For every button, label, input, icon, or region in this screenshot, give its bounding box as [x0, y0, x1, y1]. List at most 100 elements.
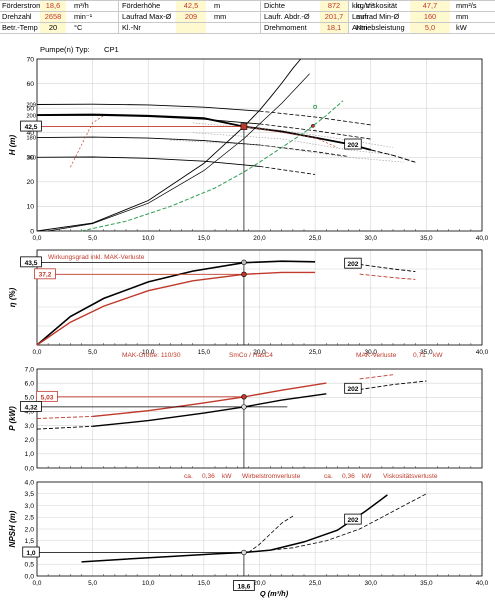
- header-label: Laufrad Min-Ø: [352, 12, 400, 21]
- operating-point: [240, 123, 248, 130]
- y-tick-label: 3,0: [25, 423, 35, 430]
- header-value: 5,0: [410, 22, 450, 33]
- operating-head-label-box: [20, 120, 42, 132]
- header-label: Drehmoment: [264, 23, 307, 32]
- header-table: Förderstrom 18,6 m³/h Förderhöhe 42,5 m Dichte…: [0, 0, 495, 44]
- x-tick-label: 20,0: [253, 349, 266, 356]
- mak-losses-unit: kW: [433, 352, 443, 359]
- x-axis-label: Q (m³/h): [260, 589, 289, 598]
- header-unit: m: [214, 1, 221, 10]
- curve-label-box: [344, 257, 362, 269]
- x-tick-label: 10,0: [142, 235, 155, 242]
- x-tick-label: 10,0: [142, 349, 155, 356]
- header-label: Drehzahl: [2, 12, 32, 21]
- efficiency-iso: [192, 122, 394, 148]
- power-value-label-box: [20, 401, 42, 412]
- header-unit: mm: [456, 12, 469, 21]
- power-mak-value-label: 5,03: [41, 394, 54, 401]
- curve-202-ext: [370, 149, 416, 163]
- x-tick-label: 35,0: [420, 235, 433, 242]
- y-tick-label: 2,0: [25, 437, 35, 444]
- x-tick-label: 15,0: [198, 580, 211, 587]
- y-tick-label: 7,0: [25, 366, 35, 373]
- x-tick-label: 20,0: [253, 235, 266, 242]
- y-tick-label: 3,0: [25, 503, 35, 510]
- header-divider: [0, 0, 495, 1]
- eta-curve-ext: [359, 263, 416, 272]
- npsh-value-label: 1,0: [26, 550, 35, 557]
- system-curve: [36, 58, 302, 232]
- flow-marker-label-box: [233, 580, 255, 591]
- header-row: Förderstrom 18,6 m³/h Förderhöhe 42,5 m Dichte…: [0, 0, 495, 11]
- green-marker: [313, 104, 318, 109]
- pump-type: CP1: [104, 45, 119, 54]
- y-tick-label: 1,0: [25, 451, 35, 458]
- efficiency-chart: 0,0 5,0 10,0 15,0 20,0 25,0 30,0 35,0 40,0 η (%) W…: [8, 249, 489, 356]
- eta-point: [241, 259, 247, 266]
- power-curve-ext: [359, 380, 427, 390]
- x-tick-label: 25,0: [309, 580, 322, 587]
- header-divider: [0, 22, 495, 23]
- x-tick-label: 30,0: [365, 235, 378, 242]
- eta-mak-value-label: 37,2: [39, 272, 52, 279]
- y-tick-label: 0: [30, 228, 34, 235]
- npsh-curve-ext: [259, 493, 427, 552]
- header-value: 18,6: [40, 0, 66, 11]
- header-label: Antriebsleistung: [352, 23, 405, 32]
- eddy-label: Wirbelstromverluste: [242, 473, 301, 480]
- header-label: Betr.-Temp tA: [2, 23, 40, 32]
- x-tick-label: 25,0: [309, 349, 322, 356]
- curve-label-box: [344, 382, 362, 394]
- system-curve-2: [48, 73, 310, 232]
- npsh-chart: 0,0 5,0 10,0 15,0 20,0 25,0 30,0 35,0 40,0 0,0 0,5…: [8, 479, 489, 598]
- power-curve: [92, 393, 327, 427]
- red-curve: [70, 115, 104, 168]
- flow-marker-label: 18,6: [238, 583, 251, 590]
- header-label: Kl.-Nr: [122, 23, 141, 32]
- mak-size: MAK-Größe: 110/30: [122, 352, 181, 359]
- header-divider: [260, 0, 261, 33]
- eta-mak-point: [241, 271, 247, 278]
- x-tick-label: 0,0: [33, 235, 42, 242]
- power-curve-start: [36, 425, 93, 430]
- diameter-label: 209: [26, 102, 36, 108]
- head-chart: 0,0 5,0 10,0 15,0 20,0 25,0 30,0 35,0 40,0 0 10 20 3…: [8, 45, 489, 242]
- operating-head-label: 42,5: [25, 124, 38, 131]
- power-chart: 0,0 1,0 2,0 3,0 4,0 5,0 6,0 7,0 P (kW) MAK-Größe:…: [8, 352, 483, 480]
- header-row: Drehzahl 2658 min⁻¹ Laufrad Max-Ø 209 mm Laufr…: [0, 11, 495, 22]
- npsh-curve: [81, 494, 388, 563]
- y-axis-label: η (%): [8, 287, 17, 307]
- header-unit: [214, 22, 264, 33]
- x-tick-label: 15,0: [198, 235, 211, 242]
- x-tick-label: 0,0: [33, 349, 42, 356]
- y-axis-label: H (m): [8, 134, 17, 155]
- y-tick-label: 1,5: [25, 538, 35, 545]
- y-tick-label: 6,0: [25, 380, 35, 387]
- curve-180-ext: [259, 144, 349, 157]
- header-value: 872: [320, 0, 348, 11]
- power-mak-curve-start: [36, 415, 93, 419]
- y-tick-label: 5,0: [25, 395, 35, 402]
- header-label: Laufrad Max-Ø: [122, 12, 172, 21]
- header-unit: m³/h: [74, 1, 89, 10]
- diameter-label: 180: [26, 136, 36, 142]
- plot-frame: [36, 58, 483, 232]
- mak-material: SmCo / HasC4: [229, 352, 273, 359]
- power-mak-curve-ext: [359, 374, 394, 380]
- eddy-prefix: ca.: [184, 473, 193, 480]
- power-point: [241, 404, 247, 410]
- header-unit: kW: [456, 23, 467, 32]
- visc-prefix: ca.: [324, 473, 333, 480]
- y-tick-label: 50: [26, 105, 34, 112]
- power-mak-value-label-box: [36, 390, 58, 402]
- x-tick-label: 30,0: [365, 580, 378, 587]
- x-tick-label: 40,0: [476, 235, 489, 242]
- header-value: 18,1: [320, 22, 348, 33]
- header-divider: [0, 33, 495, 34]
- power-value-label: 4,32: [25, 404, 38, 411]
- header-label: Dichte: [264, 1, 285, 10]
- header-value: 160: [410, 11, 450, 22]
- y-tick-label: 60: [26, 81, 34, 88]
- y-tick-label: 2,0: [25, 526, 35, 533]
